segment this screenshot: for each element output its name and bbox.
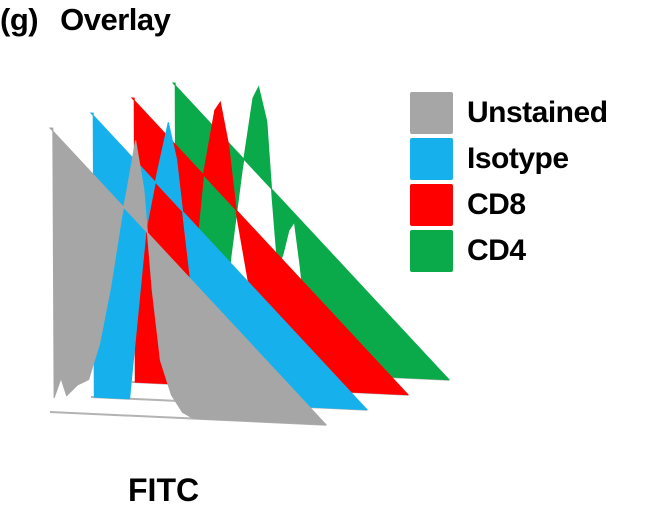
x-axis-label: FITC bbox=[128, 472, 200, 508]
legend-item-isotype: Isotype bbox=[410, 136, 608, 182]
legend: Unstained Isotype CD8 CD4 bbox=[410, 90, 608, 274]
legend-item-unstained: Unstained bbox=[410, 90, 608, 136]
legend-swatch bbox=[410, 184, 453, 226]
series-unstained bbox=[48, 127, 328, 426]
legend-label: Unstained bbox=[467, 96, 608, 129]
legend-item-cd4: CD4 bbox=[410, 228, 608, 274]
legend-label: CD8 bbox=[467, 188, 526, 221]
legend-swatch bbox=[410, 92, 453, 134]
legend-swatch bbox=[410, 230, 453, 272]
panel-label: (g) bbox=[0, 2, 39, 37]
legend-item-cd8: CD8 bbox=[410, 182, 608, 228]
legend-swatch bbox=[410, 138, 453, 180]
histogram-area bbox=[48, 127, 328, 426]
legend-label: Isotype bbox=[467, 142, 569, 175]
panel-title: (g) Overlay bbox=[0, 2, 171, 38]
legend-label: CD4 bbox=[467, 234, 526, 267]
panel-title-text: Overlay bbox=[60, 2, 171, 37]
